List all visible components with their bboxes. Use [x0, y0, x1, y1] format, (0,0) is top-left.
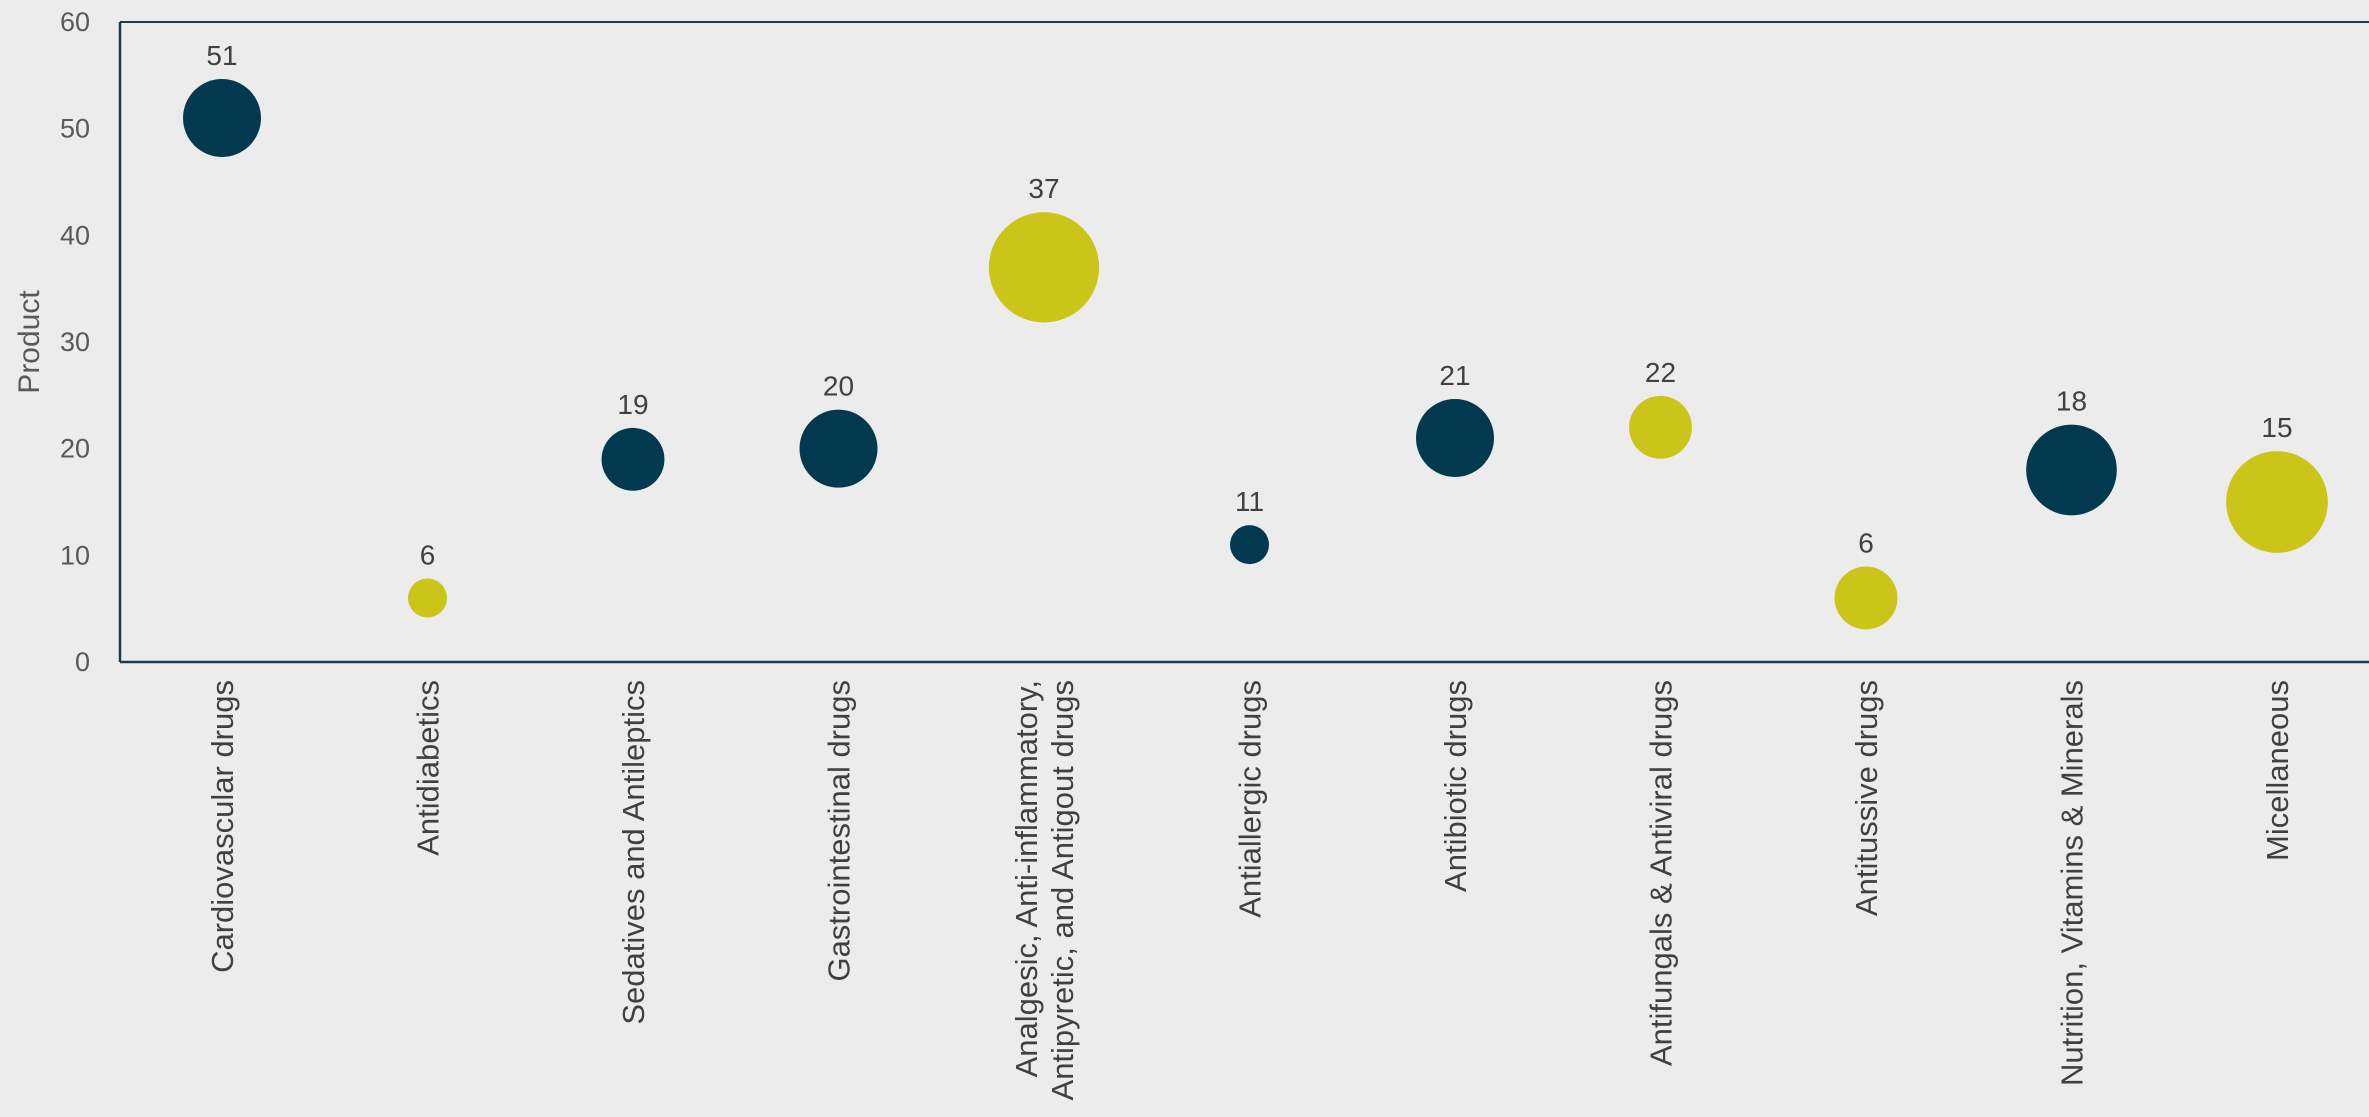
- category-labels: Cardiovascular drugs Antidiabetics Sedativ…: [205, 680, 2295, 1100]
- bubble: [408, 578, 447, 618]
- data-labels: 51 6 19 20 37 11 21 22 6 18 15: [206, 40, 2292, 571]
- bubble: [988, 212, 1100, 323]
- y-tick-label: 60: [60, 7, 90, 37]
- category-label: Sedatives and Antileptics: [616, 680, 651, 1025]
- bubbles: [183, 79, 2328, 630]
- data-label: 19: [617, 389, 648, 420]
- y-tick-label: 30: [60, 327, 90, 357]
- category-label: Cardiovascular drugs: [205, 680, 240, 973]
- data-label: 37: [1028, 173, 1059, 204]
- y-tick-label: 10: [60, 540, 90, 570]
- bubble: [1834, 566, 1898, 630]
- y-tick-label: 20: [60, 434, 90, 464]
- data-label: 6: [420, 540, 436, 571]
- data-label: 51: [206, 40, 237, 71]
- data-label: 6: [1858, 528, 1874, 559]
- bubble: [1629, 395, 1692, 459]
- data-label: 22: [1645, 357, 1676, 388]
- category-label: Antitussive drugs: [1849, 680, 1884, 916]
- bubble: [799, 409, 878, 488]
- data-label: 20: [823, 371, 854, 402]
- y-tick-label: 0: [75, 647, 90, 677]
- category-label: Nutrition, Vitamins & Minerals: [2055, 680, 2090, 1086]
- category-label: Antifungals & Antiviral drugs: [1644, 680, 1679, 1066]
- category-label: Antiallergic drugs: [1233, 680, 1268, 918]
- bubble: [601, 427, 665, 491]
- axes: [118, 21, 2369, 664]
- data-label: 18: [2056, 386, 2087, 417]
- bubble: [1416, 399, 1494, 477]
- bubble: [1230, 525, 1269, 565]
- category-label: Micellaneous: [2260, 680, 2295, 861]
- data-label: 15: [2261, 412, 2292, 443]
- y-tick-label: 40: [60, 220, 90, 250]
- category-label: Antidiabetics: [411, 680, 446, 856]
- category-label: Gastrointestinal drugs: [822, 680, 857, 982]
- y-axis-title: Product: [13, 290, 46, 394]
- category-label: Analgesic, Anti-inflammatory,Antipyretic…: [1009, 680, 1080, 1100]
- bubble: [2226, 451, 2328, 553]
- y-axis-ticks: 0 10 20 30 40 50 60: [60, 7, 90, 677]
- bubble: [2026, 424, 2117, 516]
- category-label: Antibiotic drugs: [1438, 680, 1473, 892]
- bubble: [183, 79, 261, 157]
- data-label: 21: [1439, 360, 1470, 391]
- y-tick-label: 50: [60, 114, 90, 144]
- data-label: 11: [1235, 486, 1264, 517]
